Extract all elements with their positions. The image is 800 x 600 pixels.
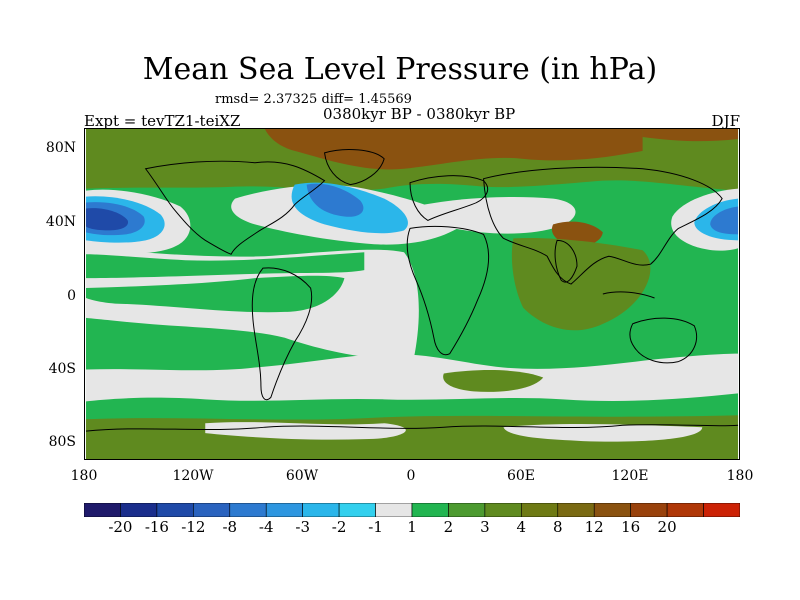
lat-label-40s: 40S [48,361,76,377]
pacific-low-east-core [710,206,739,235]
colorbar-label: 12 [584,518,604,536]
lon-label-0: 0 [406,468,416,484]
colorbar-label: 4 [516,518,527,536]
lon-label-120w: 120W [172,468,214,484]
lat-label-40n: 40N [45,214,76,230]
colorbar-swatch [411,503,449,517]
colorbar-label: 1 [407,518,417,536]
colorbar-swatch [703,503,740,517]
colorbar-label: 2 [443,518,454,536]
southern-near-zero [85,353,739,402]
colorbar-label: 16 [621,518,641,536]
colorbar-swatch [521,503,559,517]
southern-positive-patch [443,370,544,392]
colorbar-label: -16 [144,518,169,536]
colorbar-swatch [338,503,376,517]
colorbar-label: -3 [295,518,310,536]
colorbar-swatch [630,503,668,517]
lat-label-80n: 80N [45,140,76,156]
colorbar-swatch [593,503,631,517]
colorbar-label: 8 [553,518,563,536]
pressure-difference-map [84,128,740,460]
colorbar-swatch [193,503,231,517]
atlantic-low-core [306,183,364,217]
asia-olive [511,237,651,331]
colorbar-swatch [666,503,704,517]
period-label: 0380kyr BP - 0380kyr BP [323,105,516,123]
colorbar-label: 20 [657,518,677,536]
arctic-strong-region [264,129,643,170]
lat-label-0: 0 [67,288,76,304]
rmsd-diff-stats: rmsd= 2.37325 diff= 1.45569 [215,92,412,107]
antarctic-near-zero [205,422,406,440]
colorbar-label: 3 [480,518,490,536]
colorbar-label: -2 [331,518,347,536]
colorbar-swatch [120,503,158,517]
colorbar-swatch [448,503,486,517]
colorbar-swatch [265,503,303,517]
eurasia-near-zero [413,197,576,234]
lon-label-180-left: 180 [70,468,98,484]
plot-title: Mean Sea Level Pressure (in hPa) [142,52,658,87]
colorbar-label: -20 [108,518,133,536]
season-label: DJF [711,112,740,130]
lon-label-180-right: 180 [726,468,754,484]
colorbar [84,503,740,517]
arctic-strong-east [642,129,739,142]
colorbar-swatch [302,503,340,517]
coastlines [85,149,739,432]
colorbar-swatch [484,503,522,517]
colorbar-swatch [557,503,595,517]
colorbar-swatch [375,503,413,517]
colorbar-label: -8 [222,518,238,536]
colorbar-swatch [229,503,267,517]
colorbar-swatch [84,503,121,517]
colorbar-swatch [156,503,194,517]
equatorial-olive [85,275,345,313]
colorbar-label: -4 [258,518,274,536]
colorbar-label: -12 [181,518,206,536]
pacific-low-west-center [85,208,129,231]
lat-label-80s: 80S [48,434,76,450]
lon-label-60e: 60E [506,468,536,484]
antarctic-near-zero-east [503,424,703,442]
experiment-label: Expt = tevTZ1-teiXZ [84,112,241,130]
lon-label-60w: 60W [285,468,319,484]
colorbar-label: -1 [368,518,383,536]
lon-label-120e: 120E [611,468,649,484]
